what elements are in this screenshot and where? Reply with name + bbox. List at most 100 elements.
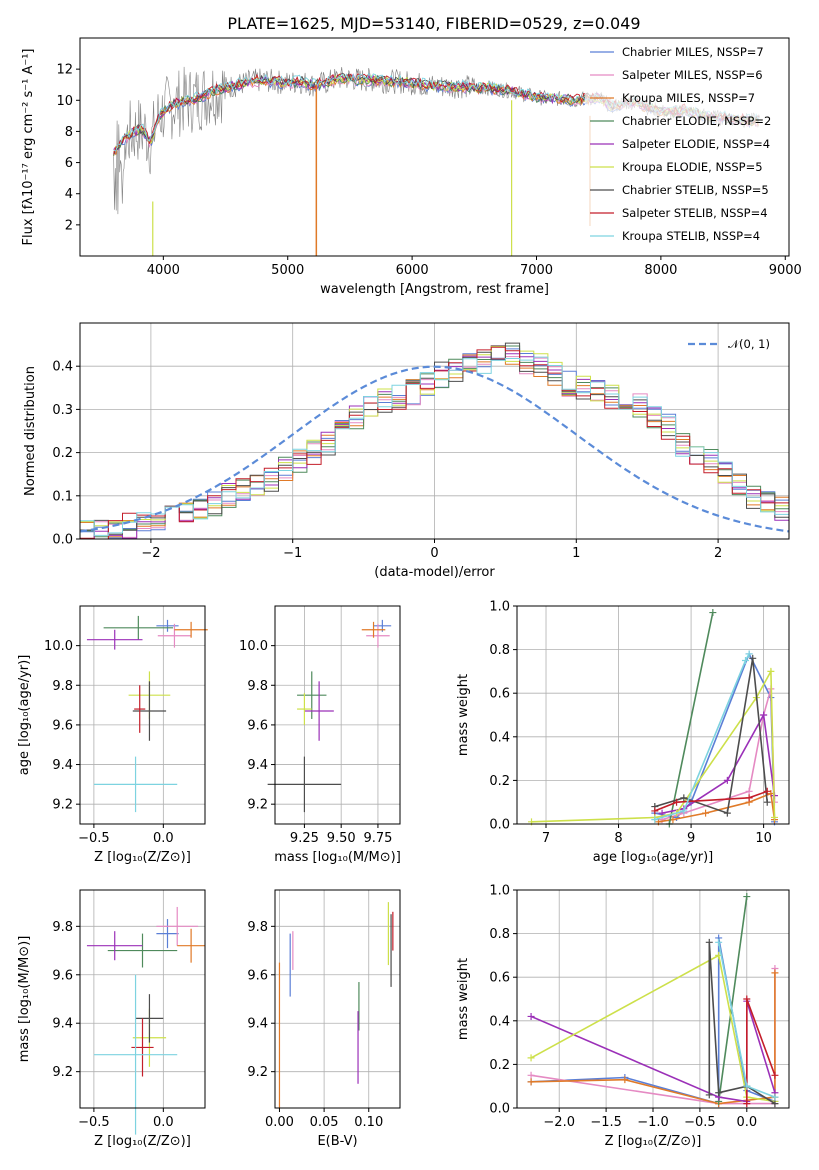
x-tick-label: 10 (755, 831, 772, 846)
y-tick-label: 9.4 (52, 1017, 73, 1032)
x-tick-label: 9.25 (290, 831, 319, 846)
y-tick-label: 0.1 (52, 489, 73, 504)
y-tick-label: 0.2 (489, 1058, 510, 1073)
x-tick-label: −0.5 (78, 1115, 110, 1130)
x-axis-label: mass [log₁₀(M/M⊙)] (274, 850, 401, 865)
x-tick-label: −2.0 (543, 1115, 575, 1130)
mass-weight-marker (743, 995, 751, 1003)
y-tick-label: 9.4 (247, 758, 268, 773)
y-axis-label: Normed distribution (23, 366, 38, 496)
mass-weight-marker (527, 1078, 535, 1086)
mass-weight-marker (715, 1089, 723, 1097)
mass-weight-line (654, 653, 750, 821)
x-tick-label: 0 (430, 546, 438, 561)
y-tick-label: 10 (56, 94, 73, 109)
mass-weight-marker (527, 1054, 535, 1062)
mass-weight-marker (771, 1071, 779, 1079)
y-axis-label: age [log₁₀(age/yr)] (17, 655, 32, 776)
x-tick-label: −2 (141, 546, 160, 561)
x-tick-label: 7000 (520, 263, 553, 278)
gaussian-curve (79, 365, 790, 533)
y-tick-label: 0.3 (52, 403, 73, 418)
y-tick-label: 0.2 (489, 774, 510, 789)
y-tick-label: 0.0 (52, 533, 73, 548)
y-tick-label: 0.4 (489, 1014, 510, 1029)
x-axis-label: Z [log₁₀(Z/Z⊙)] (94, 1134, 191, 1149)
mass-weight-line (654, 658, 768, 815)
y-axis-label: mass weight (456, 674, 471, 756)
y-axis-label: mass [log₁₀(M/M⊙)] (17, 936, 32, 1063)
y-tick-label: 9.6 (247, 968, 268, 983)
plot-frame (79, 605, 206, 825)
x-tick-label: −0.5 (78, 831, 110, 846)
y-tick-label: 6 (65, 156, 73, 171)
legend-entry: Chabrier ELODIE, NSSP=2 (622, 114, 771, 128)
y-tick-label: 4 (65, 187, 73, 202)
mass-weight-marker (673, 798, 681, 806)
x-tick-label: 8000 (644, 263, 677, 278)
x-tick-label: 0.0 (153, 1115, 174, 1130)
y-tick-label: 0.6 (489, 971, 510, 986)
plot-frame (516, 889, 790, 1109)
histogram-step (80, 356, 789, 536)
mass-weight-marker (709, 609, 717, 617)
plot-frame (79, 322, 790, 540)
y-tick-label: 8 (65, 125, 73, 140)
mass-weight-marker (745, 650, 753, 658)
x-tick-label: 8 (614, 831, 622, 846)
x-tick-label: 0.05 (310, 1115, 339, 1130)
y-axis-label: mass weight (456, 958, 471, 1040)
x-tick-label: 7 (542, 831, 550, 846)
y-tick-label: 0.4 (52, 360, 73, 375)
x-tick-label: 1 (572, 546, 580, 561)
x-axis-label: (data-model)/error (374, 565, 495, 580)
mass-weight-line (531, 937, 776, 1105)
mass-weight-line (668, 612, 714, 825)
mass-weight-marker (680, 794, 688, 802)
y-tick-label: 9.8 (52, 920, 73, 935)
mass-weight-marker (705, 1091, 713, 1099)
legend-entry: Salpeter MILES, NSSP=6 (622, 68, 763, 82)
mass-weight-marker (743, 1082, 751, 1090)
mass-weight-marker (680, 807, 688, 815)
mass-weight-marker (767, 667, 775, 675)
x-axis-label: wavelength [Angstrom, rest frame] (320, 282, 549, 297)
x-axis-label: age [log₁₀(age/yr)] (593, 850, 714, 865)
legend-entry: Kroupa MILES, NSSP=7 (622, 91, 755, 105)
y-tick-label: 9.2 (247, 1065, 268, 1080)
plot-frame (79, 37, 790, 257)
mass-weight-marker (770, 813, 778, 821)
x-tick-label: 9 (687, 831, 695, 846)
legend-entry: Kroupa STELIB, NSSP=4 (622, 229, 760, 243)
x-tick-label: 9.50 (327, 831, 356, 846)
mass-weight-marker (743, 1100, 751, 1108)
y-tick-label: 10.0 (239, 639, 268, 654)
figure-title: PLATE=1625, MJD=53140, FIBERID=0529, z=0… (227, 14, 640, 33)
mass-weight-marker (621, 1076, 629, 1084)
legend-entry: Chabrier STELIB, NSSP=5 (622, 183, 769, 197)
plot-frame (274, 605, 401, 825)
mass-weight-marker (705, 938, 713, 946)
mass-weight-marker (771, 1093, 779, 1101)
mass-weight-marker (743, 893, 751, 901)
mass-weight-marker (771, 969, 779, 977)
y-tick-label: 9.6 (52, 718, 73, 733)
y-tick-label: 9.8 (52, 679, 73, 694)
mass-weight-marker (749, 654, 757, 662)
plot-frame (274, 889, 401, 1109)
mass-weight-marker (651, 816, 659, 824)
mass-weight-marker (745, 787, 753, 795)
histogram-step (80, 346, 789, 540)
legend-entry: Salpeter ELODIE, NSSP=4 (622, 137, 770, 151)
x-tick-label: −1.5 (590, 1115, 622, 1130)
x-tick-label: 5000 (271, 263, 304, 278)
x-axis-label: E(B-V) (317, 1134, 357, 1149)
y-tick-label: 9.6 (247, 718, 268, 733)
y-tick-label: 9.8 (247, 679, 268, 694)
mass-weight-marker (771, 1100, 779, 1108)
x-tick-label: 0.00 (265, 1115, 294, 1130)
y-tick-label: 0.0 (489, 818, 510, 833)
y-tick-label: 2 (65, 218, 73, 233)
x-tick-label: −0.5 (684, 1115, 716, 1130)
